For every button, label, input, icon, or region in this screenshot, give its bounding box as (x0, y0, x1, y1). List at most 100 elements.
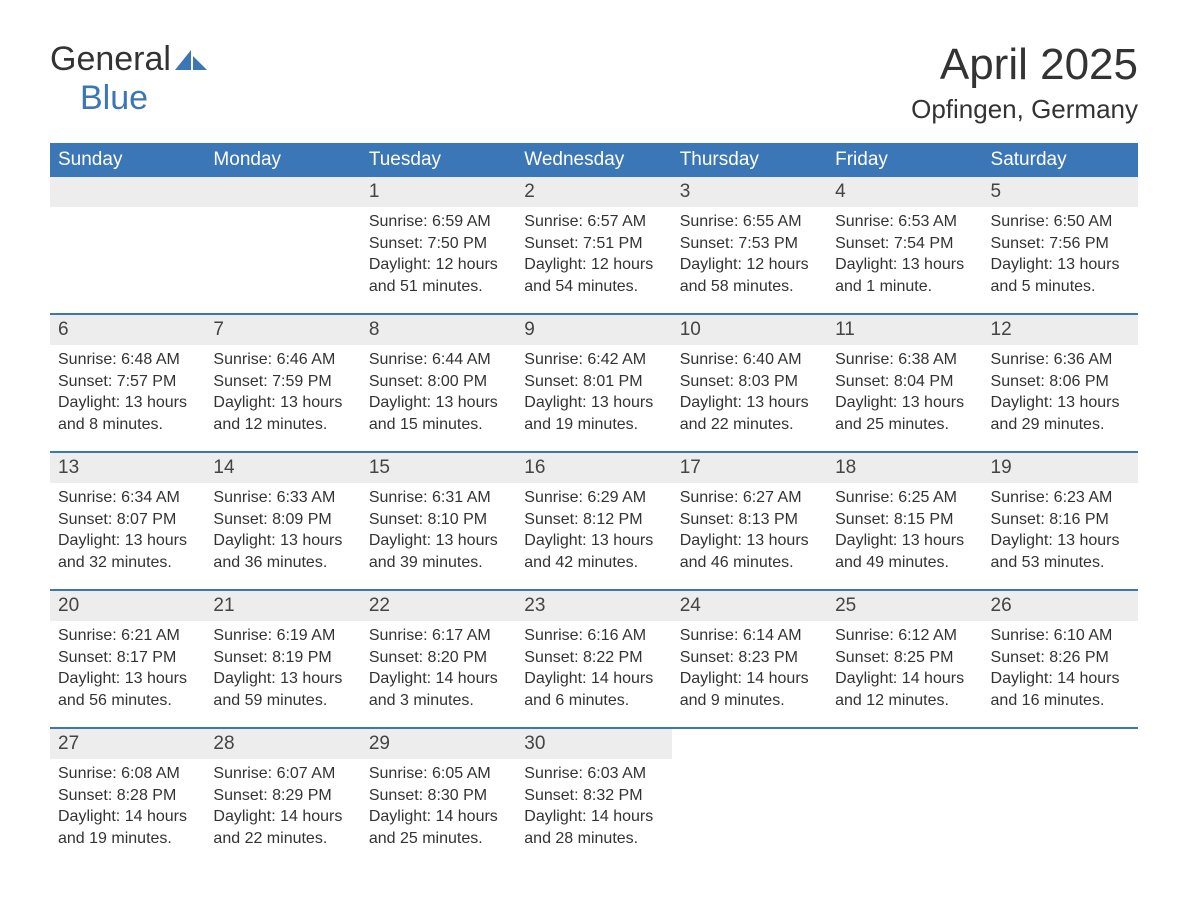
sunset-text: Sunset: 8:13 PM (680, 509, 819, 531)
weekday-header: Tuesday (361, 143, 516, 177)
day-cell: 16Sunrise: 6:29 AMSunset: 8:12 PMDayligh… (516, 453, 671, 581)
day-cell: 6Sunrise: 6:48 AMSunset: 7:57 PMDaylight… (50, 315, 205, 443)
week-row: 13Sunrise: 6:34 AMSunset: 8:07 PMDayligh… (50, 451, 1138, 581)
day-body: Sunrise: 6:12 AMSunset: 8:25 PMDaylight:… (827, 621, 982, 717)
day-cell: 10Sunrise: 6:40 AMSunset: 8:03 PMDayligh… (672, 315, 827, 443)
day-cell: 9Sunrise: 6:42 AMSunset: 8:01 PMDaylight… (516, 315, 671, 443)
day-cell: 30Sunrise: 6:03 AMSunset: 8:32 PMDayligh… (516, 729, 671, 857)
sunrise-text: Sunrise: 6:59 AM (369, 211, 508, 233)
sunset-text: Sunset: 7:54 PM (835, 233, 974, 255)
day-number: 24 (672, 591, 827, 621)
sunrise-text: Sunrise: 6:29 AM (524, 487, 663, 509)
weekday-header: Friday (827, 143, 982, 177)
sunset-text: Sunset: 8:25 PM (835, 647, 974, 669)
day-body: Sunrise: 6:19 AMSunset: 8:19 PMDaylight:… (205, 621, 360, 717)
sunrise-text: Sunrise: 6:34 AM (58, 487, 197, 509)
day-body: Sunrise: 6:57 AMSunset: 7:51 PMDaylight:… (516, 207, 671, 303)
day-body: Sunrise: 6:46 AMSunset: 7:59 PMDaylight:… (205, 345, 360, 441)
sunset-text: Sunset: 8:19 PM (213, 647, 352, 669)
weeks-container: 1Sunrise: 6:59 AMSunset: 7:50 PMDaylight… (50, 177, 1138, 857)
day-body: Sunrise: 6:38 AMSunset: 8:04 PMDaylight:… (827, 345, 982, 441)
day-number: 8 (361, 315, 516, 345)
daylight-text: Daylight: 14 hours and 9 minutes. (680, 668, 819, 711)
day-body: Sunrise: 6:55 AMSunset: 7:53 PMDaylight:… (672, 207, 827, 303)
day-number: 16 (516, 453, 671, 483)
page-header: General Blue April 2025 Opfingen, German… (50, 40, 1138, 125)
day-cell: 14Sunrise: 6:33 AMSunset: 8:09 PMDayligh… (205, 453, 360, 581)
brand-word-2: Blue (80, 79, 207, 118)
day-cell: 13Sunrise: 6:34 AMSunset: 8:07 PMDayligh… (50, 453, 205, 581)
day-cell: 7Sunrise: 6:46 AMSunset: 7:59 PMDaylight… (205, 315, 360, 443)
day-body: Sunrise: 6:23 AMSunset: 8:16 PMDaylight:… (983, 483, 1138, 579)
sunrise-text: Sunrise: 6:19 AM (213, 625, 352, 647)
sunset-text: Sunset: 7:57 PM (58, 371, 197, 393)
sunset-text: Sunset: 8:30 PM (369, 785, 508, 807)
daylight-text: Daylight: 13 hours and 39 minutes. (369, 530, 508, 573)
day-cell: 19Sunrise: 6:23 AMSunset: 8:16 PMDayligh… (983, 453, 1138, 581)
sunset-text: Sunset: 8:16 PM (991, 509, 1130, 531)
day-cell: 18Sunrise: 6:25 AMSunset: 8:15 PMDayligh… (827, 453, 982, 581)
daylight-text: Daylight: 12 hours and 58 minutes. (680, 254, 819, 297)
sunset-text: Sunset: 8:12 PM (524, 509, 663, 531)
day-cell: 25Sunrise: 6:12 AMSunset: 8:25 PMDayligh… (827, 591, 982, 719)
day-number: 23 (516, 591, 671, 621)
sunrise-text: Sunrise: 6:14 AM (680, 625, 819, 647)
day-cell: 20Sunrise: 6:21 AMSunset: 8:17 PMDayligh… (50, 591, 205, 719)
day-body: Sunrise: 6:53 AMSunset: 7:54 PMDaylight:… (827, 207, 982, 303)
sunrise-text: Sunrise: 6:17 AM (369, 625, 508, 647)
week-row: 27Sunrise: 6:08 AMSunset: 8:28 PMDayligh… (50, 727, 1138, 857)
brand-word-1: General (50, 40, 171, 79)
day-number (50, 177, 205, 207)
sunrise-text: Sunrise: 6:57 AM (524, 211, 663, 233)
day-cell: 21Sunrise: 6:19 AMSunset: 8:19 PMDayligh… (205, 591, 360, 719)
day-number: 4 (827, 177, 982, 207)
day-number: 3 (672, 177, 827, 207)
daylight-text: Daylight: 13 hours and 59 minutes. (213, 668, 352, 711)
day-cell: 2Sunrise: 6:57 AMSunset: 7:51 PMDaylight… (516, 177, 671, 305)
daylight-text: Daylight: 13 hours and 29 minutes. (991, 392, 1130, 435)
sunrise-text: Sunrise: 6:07 AM (213, 763, 352, 785)
sunset-text: Sunset: 8:06 PM (991, 371, 1130, 393)
sunrise-text: Sunrise: 6:33 AM (213, 487, 352, 509)
day-body: Sunrise: 6:10 AMSunset: 8:26 PMDaylight:… (983, 621, 1138, 717)
sunrise-text: Sunrise: 6:27 AM (680, 487, 819, 509)
week-row: 6Sunrise: 6:48 AMSunset: 7:57 PMDaylight… (50, 313, 1138, 443)
day-number (672, 729, 827, 759)
day-cell: 24 Sunrise: 6:14 AMSunset: 8:23 PMDayligh… (672, 591, 827, 719)
day-cell (50, 177, 205, 305)
sunset-text: Sunset: 8:01 PM (524, 371, 663, 393)
day-number: 30 (516, 729, 671, 759)
day-body: Sunrise: 6:42 AMSunset: 8:01 PMDaylight:… (516, 345, 671, 441)
sunset-text: Sunset: 8:20 PM (369, 647, 508, 669)
sunrise-text: Sunrise: 6:53 AM (835, 211, 974, 233)
daylight-text: Daylight: 13 hours and 53 minutes. (991, 530, 1130, 573)
day-body: Sunrise: 6:08 AMSunset: 8:28 PMDaylight:… (50, 759, 205, 855)
sunset-text: Sunset: 8:03 PM (680, 371, 819, 393)
day-cell: 15Sunrise: 6:31 AMSunset: 8:10 PMDayligh… (361, 453, 516, 581)
sunset-text: Sunset: 8:22 PM (524, 647, 663, 669)
day-body: Sunrise: 6:03 AMSunset: 8:32 PMDaylight:… (516, 759, 671, 855)
sunset-text: Sunset: 8:23 PM (680, 647, 819, 669)
title-block: April 2025 Opfingen, Germany (911, 40, 1138, 125)
day-cell: 26Sunrise: 6:10 AMSunset: 8:26 PMDayligh… (983, 591, 1138, 719)
day-number: 19 (983, 453, 1138, 483)
day-number: 5 (983, 177, 1138, 207)
day-number: 20 (50, 591, 205, 621)
sunrise-text: Sunrise: 6:46 AM (213, 349, 352, 371)
day-number (205, 177, 360, 207)
daylight-text: Daylight: 14 hours and 22 minutes. (213, 806, 352, 849)
daylight-text: Daylight: 13 hours and 5 minutes. (991, 254, 1130, 297)
day-number: 17 (672, 453, 827, 483)
sunrise-text: Sunrise: 6:31 AM (369, 487, 508, 509)
location-subtitle: Opfingen, Germany (911, 94, 1138, 125)
day-body: Sunrise: 6:17 AMSunset: 8:20 PMDaylight:… (361, 621, 516, 717)
day-number: 7 (205, 315, 360, 345)
sunset-text: Sunset: 8:10 PM (369, 509, 508, 531)
sunrise-text: Sunrise: 6:25 AM (835, 487, 974, 509)
daylight-text: Daylight: 13 hours and 56 minutes. (58, 668, 197, 711)
daylight-text: Daylight: 14 hours and 3 minutes. (369, 668, 508, 711)
sunset-text: Sunset: 7:50 PM (369, 233, 508, 255)
day-cell: 17Sunrise: 6:27 AMSunset: 8:13 PMDayligh… (672, 453, 827, 581)
day-number (983, 729, 1138, 759)
day-body: Sunrise: 6:31 AMSunset: 8:10 PMDaylight:… (361, 483, 516, 579)
